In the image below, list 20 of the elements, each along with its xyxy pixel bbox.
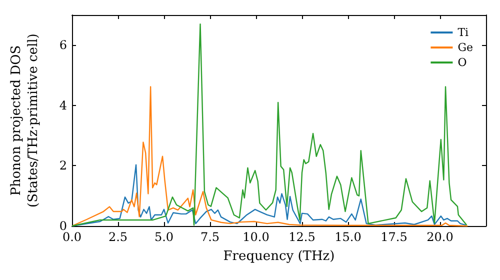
y-axis-title: Phonon projected DOS (States/THz·primitive cell) bbox=[9, 33, 41, 208]
legend-label: O bbox=[458, 56, 467, 69]
x-tick-label: 7.5 bbox=[200, 230, 220, 244]
x-tick-label: 2.5 bbox=[108, 230, 128, 244]
x-tick-label: 15.0 bbox=[334, 230, 362, 244]
x-axis-title: Frequency (THz) bbox=[223, 249, 335, 264]
legend-label: Ti bbox=[458, 26, 470, 39]
legend-label: Ge bbox=[458, 41, 473, 54]
line-series bbox=[71, 164, 466, 227]
x-tick-label: 20.0 bbox=[426, 230, 454, 244]
x-tick-label: 0.0 bbox=[62, 230, 82, 244]
y-tick-label: 0 bbox=[59, 219, 67, 233]
x-tick-label: 5.0 bbox=[154, 230, 174, 244]
y-tick-label: 2 bbox=[59, 158, 67, 173]
y-tick-label: 4 bbox=[59, 98, 68, 112]
y-tick-label: 6 bbox=[59, 38, 67, 52]
line-series bbox=[71, 86, 468, 227]
x-tick-label: 12.5 bbox=[288, 230, 316, 244]
x-tick-label: 10.0 bbox=[242, 230, 270, 244]
x-tick-label: 17.5 bbox=[380, 230, 408, 244]
